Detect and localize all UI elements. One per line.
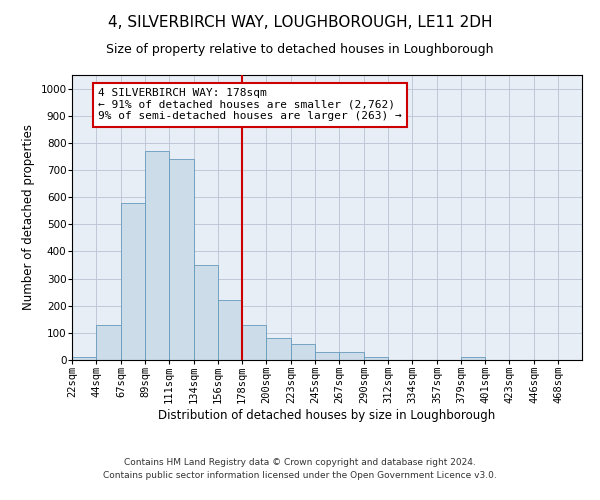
X-axis label: Distribution of detached houses by size in Loughborough: Distribution of detached houses by size …	[158, 408, 496, 422]
Bar	[461, 358, 485, 360]
Y-axis label: Number of detached properties: Number of detached properties	[22, 124, 35, 310]
Bar	[242, 324, 266, 360]
Text: Size of property relative to detached houses in Loughborough: Size of property relative to detached ho…	[106, 42, 494, 56]
Bar	[169, 159, 194, 360]
Bar	[194, 265, 218, 360]
Bar	[291, 344, 315, 360]
Text: 4, SILVERBIRCH WAY, LOUGHBOROUGH, LE11 2DH: 4, SILVERBIRCH WAY, LOUGHBOROUGH, LE11 2…	[108, 15, 492, 30]
Bar	[218, 300, 242, 360]
Bar	[339, 352, 364, 360]
Bar	[315, 352, 339, 360]
Bar	[266, 338, 291, 360]
Bar	[96, 324, 121, 360]
Bar	[145, 151, 169, 360]
Bar	[364, 358, 388, 360]
Bar	[121, 202, 145, 360]
Bar	[72, 358, 96, 360]
Text: Contains HM Land Registry data © Crown copyright and database right 2024.
Contai: Contains HM Land Registry data © Crown c…	[103, 458, 497, 480]
Text: 4 SILVERBIRCH WAY: 178sqm
← 91% of detached houses are smaller (2,762)
9% of sem: 4 SILVERBIRCH WAY: 178sqm ← 91% of detac…	[98, 88, 402, 122]
